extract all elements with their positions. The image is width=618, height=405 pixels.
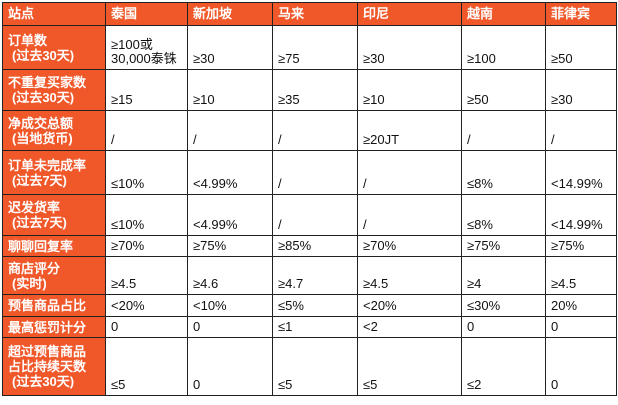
table-cell: ≥10 [357, 69, 462, 111]
table-cell: ≤5 [105, 337, 188, 396]
table-cell: <4.99% [187, 150, 273, 195]
table-row: 商店评分 (实时) ≥4.5 ≥4.6 ≥4.7 ≥4.5 ≥4 ≥4.5 [2, 256, 617, 295]
header-malaysia: 马来 [272, 2, 358, 26]
table-cell: ≥50 [545, 25, 617, 70]
table-cell: / [461, 110, 546, 151]
table-cell: ≥75% [461, 235, 546, 257]
table-cell: 20% [545, 294, 617, 317]
table-cell: ≥4.5 [105, 256, 188, 295]
table-cell: / [105, 110, 188, 151]
row-label: 订单未完成率 (过去7天) [2, 150, 106, 195]
table-cell: ≤5 [357, 337, 462, 396]
table-cell: ≥35 [272, 69, 358, 111]
table-cell: ≥75% [187, 235, 273, 257]
table-cell: ≥75 [272, 25, 358, 70]
header-singapore: 新加坡 [187, 2, 273, 26]
table-row: 订单未完成率 (过去7天) ≤10% <4.99% / / ≤8% <14.99… [2, 150, 617, 195]
table-cell: ≥100或 30,000泰铢 [105, 25, 188, 70]
table-cell: / [272, 150, 358, 195]
table-row: 订单数 (过去30天) ≥100或 30,000泰铢 ≥30 ≥75 ≥30 ≥… [2, 25, 617, 70]
table-cell: / [545, 110, 617, 151]
header-thailand: 泰国 [105, 2, 188, 26]
table-cell: / [272, 194, 358, 236]
table-cell: <20% [105, 294, 188, 317]
table-cell: ≥4.5 [357, 256, 462, 295]
table-cell: ≤8% [461, 150, 546, 195]
row-label: 迟发货率 (过去7天) [2, 194, 106, 236]
table-cell: ≥100 [461, 25, 546, 70]
table-cell: ≥20JT [357, 110, 462, 151]
table-row: 迟发货率 (过去7天) ≤10% <4.99% / / ≤8% <14.99% [2, 194, 617, 236]
table-cell: / [357, 194, 462, 236]
table-cell: ≤5 [272, 337, 358, 396]
table-cell: ≥50 [461, 69, 546, 111]
row-label: 商店评分 (实时) [2, 256, 106, 295]
table-row: 净成交总额 (当地货币) / / / ≥20JT / / [2, 110, 617, 151]
table-cell: <14.99% [545, 194, 617, 236]
table-cell: ≥4.5 [545, 256, 617, 295]
table-cell: ≥10 [187, 69, 273, 111]
table-cell: ≥15 [105, 69, 188, 111]
table-cell: / [187, 110, 273, 151]
table-cell: <4.99% [187, 194, 273, 236]
table-cell: ≤10% [105, 194, 188, 236]
table-row: 聊聊回复率 ≥70% ≥75% ≥85% ≥70% ≥75% ≥75% [2, 235, 617, 257]
table-cell: ≥70% [105, 235, 188, 257]
header-philippines: 菲律宾 [545, 2, 617, 26]
table-cell: / [357, 150, 462, 195]
table-cell: 0 [187, 316, 273, 338]
table-cell: ≤5% [272, 294, 358, 317]
table-cell: ≤8% [461, 194, 546, 236]
row-label: 不重复买家数 (过去30天) [2, 69, 106, 111]
table-cell: <2 [357, 316, 462, 338]
row-label: 订单数 (过去30天) [2, 25, 106, 70]
requirements-table: 站点 泰国 新加坡 马来 印尼 越南 菲律宾 订单数 (过去30天) ≥100或… [2, 2, 617, 396]
table-cell: ≤30% [461, 294, 546, 317]
table-cell: ≥30 [357, 25, 462, 70]
table-row: 最高惩罚计分 0 0 ≤1 <2 0 0 [2, 316, 617, 338]
table-cell: 0 [545, 316, 617, 338]
table-cell: ≥70% [357, 235, 462, 257]
header-vietnam: 越南 [461, 2, 546, 26]
header-row: 站点 泰国 新加坡 马来 印尼 越南 菲律宾 [2, 2, 617, 26]
table-cell: <10% [187, 294, 273, 317]
header-indonesia: 印尼 [357, 2, 462, 26]
table-cell: / [272, 110, 358, 151]
table-cell: <14.99% [545, 150, 617, 195]
table-row: 超过预售商品 占比持续天数 (过去30天) ≤5 0 ≤5 ≤5 ≤2 0 [2, 337, 617, 396]
table-cell: ≥75% [545, 235, 617, 257]
table-cell: ≥30 [545, 69, 617, 111]
table-row: 预售商品占比 <20% <10% ≤5% <20% ≤30% 20% [2, 294, 617, 317]
table-cell: ≤10% [105, 150, 188, 195]
row-label: 最高惩罚计分 [2, 316, 106, 338]
table-cell: 0 [187, 337, 273, 396]
table-cell: ≥85% [272, 235, 358, 257]
table-cell: ≤1 [272, 316, 358, 338]
row-label: 聊聊回复率 [2, 235, 106, 257]
table-cell: ≥4 [461, 256, 546, 295]
row-label: 预售商品占比 [2, 294, 106, 317]
row-label: 净成交总额 (当地货币) [2, 110, 106, 151]
table-cell: ≥30 [187, 25, 273, 70]
table-cell: ≤2 [461, 337, 546, 396]
table-cell: ≥4.6 [187, 256, 273, 295]
table-cell: ≥4.7 [272, 256, 358, 295]
table-cell: <20% [357, 294, 462, 317]
table-cell: 0 [461, 316, 546, 338]
header-site: 站点 [2, 2, 106, 26]
row-label: 超过预售商品 占比持续天数 (过去30天) [2, 337, 106, 396]
table-cell: 0 [105, 316, 188, 338]
table-row: 不重复买家数 (过去30天) ≥15 ≥10 ≥35 ≥10 ≥50 ≥30 [2, 69, 617, 111]
table-cell: 0 [545, 337, 617, 396]
